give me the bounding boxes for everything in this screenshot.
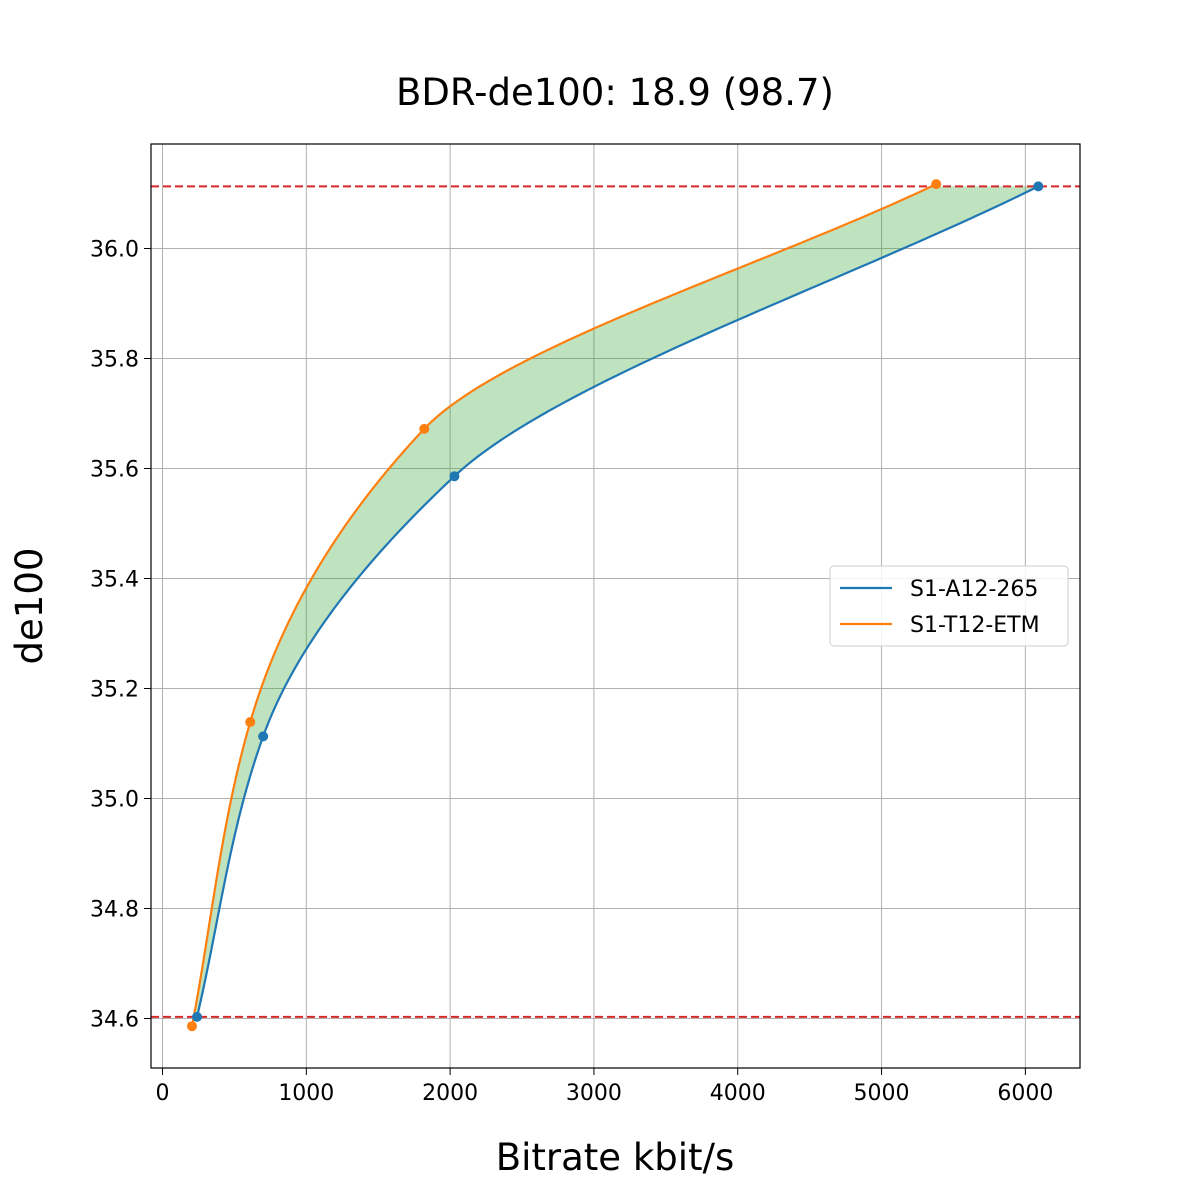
y-tick-label: 36.0: [90, 238, 139, 263]
x-tick-label: 5000: [854, 1081, 910, 1106]
series-line-1: [195, 185, 1039, 1018]
series-group: [186, 179, 1044, 1032]
y-tick-label: 35.0: [90, 788, 139, 813]
y-tick-label: 35.8: [90, 348, 139, 373]
x-axis-label: Bitrate kbit/s: [496, 1136, 735, 1179]
y-tick-label: 35.6: [90, 458, 139, 483]
reference-lines: [151, 185, 1080, 1018]
data-point: [449, 471, 460, 482]
y-tick-label: 35.2: [90, 678, 139, 703]
legend: S1-A12-265 S1-T12-ETM: [829, 565, 1069, 647]
data-point: [186, 1021, 197, 1032]
y-axis: 34.6 34.8 35.0 35.2 35.4 35.6 35.8 36.0: [90, 238, 151, 1033]
x-tick-label: 1000: [278, 1081, 334, 1106]
x-tick-label: 2000: [422, 1081, 478, 1106]
data-point: [258, 731, 269, 742]
x-tick-label: 0: [156, 1081, 170, 1106]
data-point: [931, 179, 942, 190]
x-tick-label: 4000: [710, 1081, 766, 1106]
chart-title: BDR-de100: 18.9 (98.7): [396, 71, 834, 114]
legend-box: [829, 565, 1069, 647]
legend-label: S1-T12-ETM: [910, 613, 1040, 638]
data-point: [192, 1011, 203, 1022]
fill-between-area: [193, 186, 1039, 1017]
grid: [151, 144, 1080, 1068]
data-point: [245, 717, 256, 728]
x-tick-label: 6000: [997, 1081, 1053, 1106]
fill-region: [193, 186, 1039, 1017]
legend-label: S1-A12-265: [910, 577, 1038, 602]
x-axis: 0 1000 2000 3000 4000 5000 6000: [156, 1068, 1053, 1106]
y-tick-label: 34.8: [90, 898, 139, 923]
x-tick-label: 3000: [566, 1081, 622, 1106]
y-tick-label: 34.6: [90, 1008, 139, 1033]
y-axis-label: de100: [8, 548, 51, 665]
plot-frame: [150, 143, 1081, 1069]
series-line-2: [190, 183, 937, 1027]
y-tick-label: 35.4: [90, 568, 139, 593]
data-point: [1033, 181, 1044, 192]
data-point: [419, 423, 430, 434]
